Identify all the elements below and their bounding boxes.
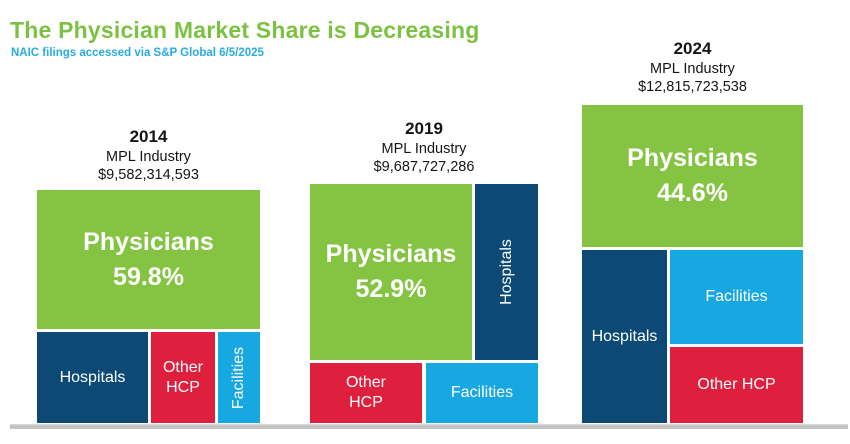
segment-hospitals: Hospitals	[475, 184, 538, 360]
page-subtitle: NAIC filings accessed via S&P Global 6/5…	[11, 47, 264, 59]
segment-label: Other HCP	[697, 376, 776, 393]
segment-share: 44.6%	[657, 179, 728, 207]
treemap-panel-2014: 2014 MPL Industry $9,582,314,593 Physici…	[37, 0, 260, 444]
segment-label: Physicians	[83, 227, 214, 256]
segment-share: 59.8%	[113, 262, 184, 291]
treemap-panel-2019: 2019 MPL Industry $9,687,727,286 Physici…	[310, 0, 538, 444]
segment-physicians: Physicians 59.8%	[37, 190, 260, 329]
segment-label: Hospitals	[497, 239, 515, 305]
segment-label: Other HCP	[345, 374, 386, 411]
panel-total-value: $9,687,727,286	[373, 159, 475, 175]
segment-hospitals: Hospitals	[37, 332, 148, 423]
segment-label: Facilities	[705, 288, 768, 305]
segment-physicians: Physicians 52.9%	[310, 184, 472, 360]
segment-share: 52.9%	[355, 275, 427, 303]
segment-label: Hospitals	[59, 368, 126, 386]
panel-year-label: 2024	[673, 39, 712, 58]
panel-year-label: 2014	[129, 127, 168, 146]
segment-label: Physicians	[325, 240, 457, 268]
segment-facilities: Facilities	[426, 363, 538, 423]
panel-industry-label: MPL Industry	[381, 141, 467, 157]
segment-label: Hospitals	[591, 327, 658, 345]
segment-hospitals: Hospitals	[582, 250, 667, 423]
baseline-axis	[10, 424, 848, 429]
panel-industry-label: MPL Industry	[106, 149, 191, 165]
segment-other-hcp: Other HCP	[310, 363, 422, 423]
panel-total-value: $12,815,723,538	[638, 79, 747, 95]
segment-physicians: Physicians 44.6%	[582, 105, 803, 247]
panel-industry-label: MPL Industry	[650, 61, 735, 77]
segment-label: Facilities	[450, 384, 514, 401]
segment-other-hcp: Other HCP	[670, 347, 803, 423]
segment-label: Other HCP	[162, 358, 203, 396]
panel-year-label: 2019	[405, 119, 443, 138]
segment-other-hcp: Other HCP	[151, 332, 215, 423]
panel-total-value: $9,582,314,593	[98, 167, 199, 183]
page-title: The Physician Market Share is Decreasing	[10, 17, 480, 43]
treemap-panel-2024: 2024 MPL Industry $12,815,723,538 Physic…	[582, 0, 803, 444]
segment-facilities: Facilities	[670, 250, 803, 344]
segment-facilities: Facilities	[218, 332, 260, 423]
segment-label: Physicians	[627, 144, 758, 172]
segment-label: Facilities	[230, 346, 248, 409]
